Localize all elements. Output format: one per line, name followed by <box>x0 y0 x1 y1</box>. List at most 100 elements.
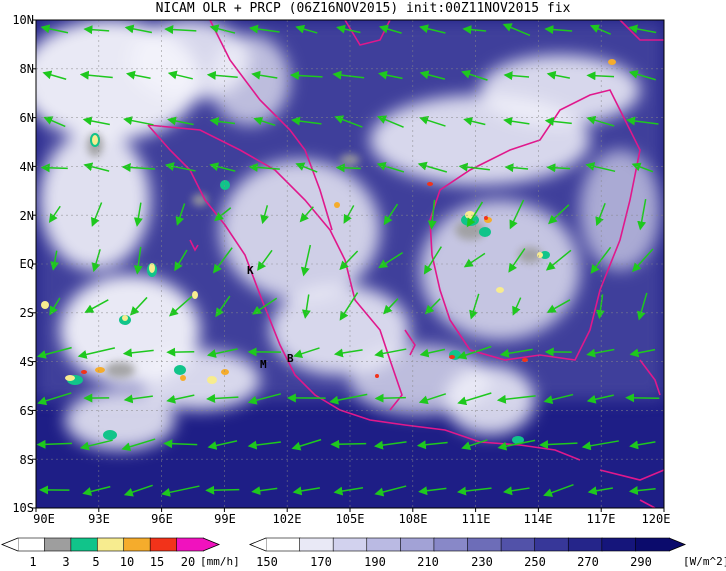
precip-colorbar-label: 15 <box>149 555 165 569</box>
wind-arrow <box>457 392 492 406</box>
wind-arrow <box>376 161 405 173</box>
wind-arrow <box>636 292 648 321</box>
wind-arrow <box>373 440 407 450</box>
wind-arrow <box>43 116 66 128</box>
olr-colorbar-label: 230 <box>471 555 493 569</box>
precip-colorbar <box>0 537 221 552</box>
wind-arrow <box>546 163 571 173</box>
wind-arrow <box>330 439 367 449</box>
olr-colorbar-swatch <box>534 537 570 552</box>
precip-colorbar-right-cap <box>202 537 221 552</box>
wind-arrow <box>175 203 186 226</box>
olr-colorbar <box>248 537 687 552</box>
wind-vectors <box>36 23 660 497</box>
wind-arrow <box>164 25 197 35</box>
precip-colorbar-label: 20 <box>180 555 196 569</box>
olr-unit: [W/m^2] <box>683 555 726 568</box>
wind-arrow <box>206 393 239 403</box>
wind-arrow <box>339 250 359 271</box>
olr-colorbar-label: 290 <box>630 555 652 569</box>
wind-arrow <box>301 294 311 319</box>
lat-label: 8N <box>19 62 34 76</box>
wind-arrow <box>49 297 61 316</box>
wind-arrow <box>214 207 232 222</box>
wind-arrow <box>125 70 151 80</box>
wind-arrow <box>595 202 606 227</box>
wind-arrow <box>462 25 487 35</box>
wind-arrow <box>133 246 143 275</box>
wind-arrow <box>333 486 364 496</box>
wind-arrow <box>248 24 280 34</box>
wind-arrow <box>539 440 578 450</box>
olr-colorbar-swatch <box>433 537 469 552</box>
wind-arrow <box>497 439 536 451</box>
wind-arrow <box>419 70 446 80</box>
wind-arrow <box>83 25 110 35</box>
lon-label: 120E <box>641 512 671 526</box>
precip-colorbar-label: 1 <box>29 555 37 569</box>
lon-label: 111E <box>461 512 491 526</box>
lat-label: 10N <box>12 13 34 27</box>
olr-colorbar-swatch <box>567 537 603 552</box>
wind-arrow <box>91 249 101 273</box>
wind-arrow <box>503 71 530 81</box>
wind-arrow <box>336 24 361 34</box>
wind-arrow <box>205 485 240 495</box>
wind-arrow <box>545 249 572 271</box>
lat-label: 2S <box>19 306 34 320</box>
wind-arrow <box>461 69 488 81</box>
map-title: NICAM OLR + PRCP (06Z16NOV2015) init:00Z… <box>155 1 571 16</box>
wind-arrow <box>423 246 442 275</box>
lat-label: 4N <box>19 160 34 174</box>
wind-arrow <box>543 484 574 497</box>
wind-arrow <box>418 393 447 405</box>
wind-arrow <box>174 249 188 272</box>
wind-arrow <box>586 348 615 358</box>
place-label-k: K <box>247 264 254 277</box>
axis-ticks <box>32 19 665 512</box>
wind-arrow <box>419 115 446 127</box>
wind-arrow <box>335 163 361 173</box>
wind-arrow <box>512 297 522 316</box>
wind-arrow <box>248 162 280 172</box>
precip-colorbar-swatch <box>17 537 46 552</box>
wind-arrow <box>466 201 484 228</box>
wind-arrow <box>463 252 486 268</box>
olr-colorbar-label: 170 <box>310 555 332 569</box>
olr-colorbar-label: 150 <box>256 555 278 569</box>
wind-arrow <box>133 202 143 227</box>
wind-arrow <box>629 348 656 358</box>
precip-colorbar-swatch <box>176 537 204 552</box>
wind-arrow <box>82 485 111 496</box>
wind-arrow <box>581 440 619 451</box>
place-label-m: M <box>260 358 267 371</box>
lat-lon-grid <box>36 20 664 508</box>
wind-arrow <box>206 348 238 358</box>
wind-arrow <box>289 71 323 81</box>
wind-arrow <box>503 116 530 126</box>
wind-arrow <box>416 440 448 450</box>
wind-arrow <box>129 296 148 316</box>
wind-arrow <box>502 23 531 37</box>
wind-arrow <box>79 439 113 451</box>
wind-arrow <box>295 162 318 173</box>
wind-arrow <box>378 24 402 34</box>
wind-arrow <box>632 248 654 273</box>
lon-label: 102E <box>272 512 302 526</box>
wind-arrow <box>339 292 359 321</box>
wind-arrow <box>122 348 154 358</box>
wind-arrow <box>215 295 231 318</box>
wind-arrow <box>300 244 312 277</box>
wind-arrow <box>168 295 193 317</box>
lon-label: 105E <box>335 512 365 526</box>
wind-arrow <box>295 24 318 34</box>
wind-arrow <box>123 394 153 404</box>
wind-arrow <box>383 203 399 226</box>
wind-arrow <box>586 115 615 127</box>
wind-arrow <box>299 206 314 223</box>
wind-arrow <box>334 115 363 128</box>
wind-arrow <box>419 24 446 34</box>
lon-label: 93E <box>88 512 110 526</box>
olr-colorbar-label: 210 <box>417 555 439 569</box>
wind-arrow <box>291 438 322 451</box>
